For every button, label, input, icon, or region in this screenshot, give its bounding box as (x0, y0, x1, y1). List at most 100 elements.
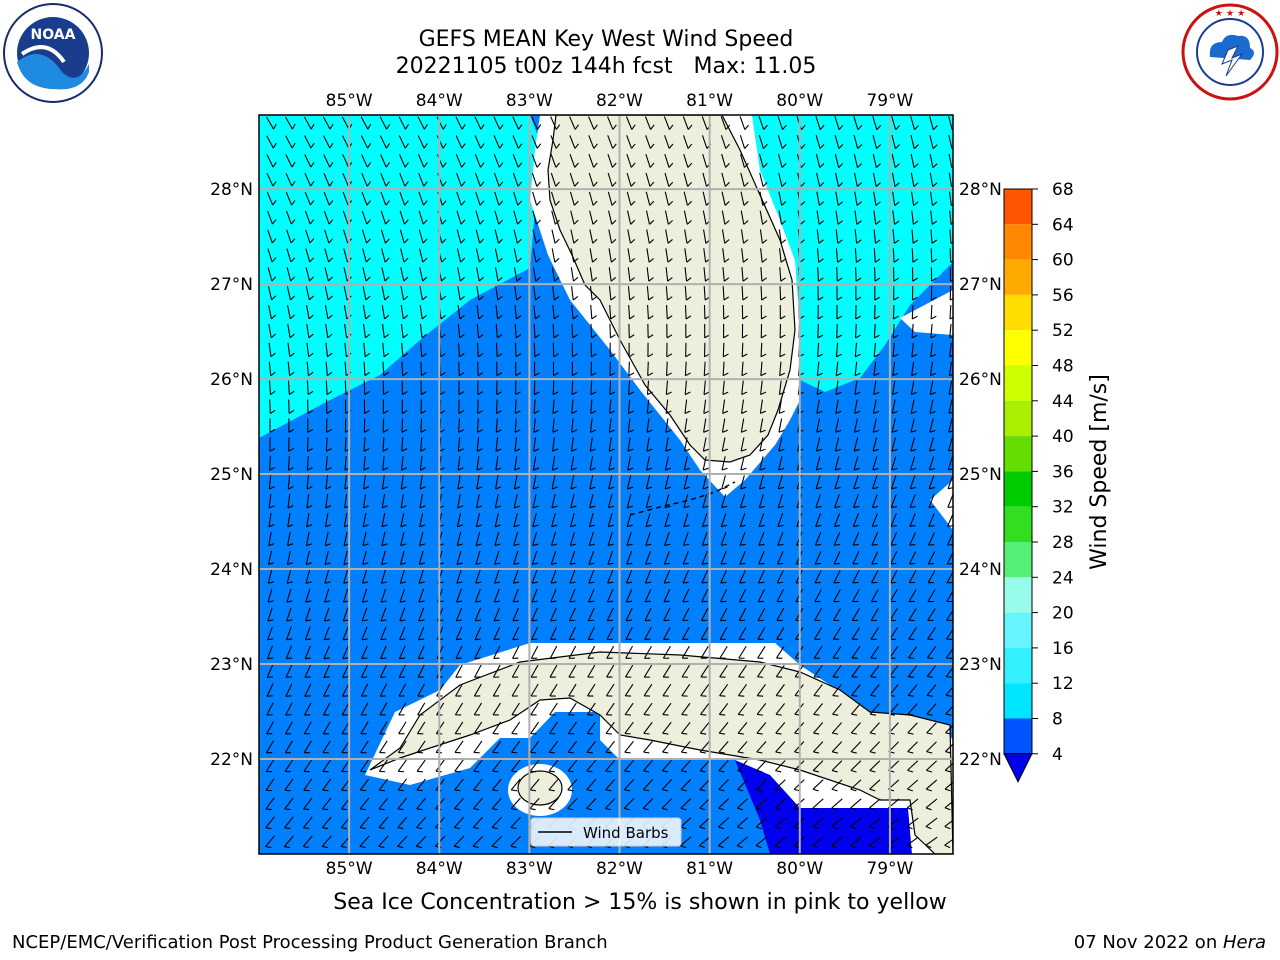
wind-barb (415, 835, 427, 849)
wind-barb (285, 683, 293, 697)
wind-barb (510, 778, 521, 792)
wind-barb (303, 778, 313, 792)
wind-barb (850, 741, 862, 754)
wind-barb (682, 532, 690, 546)
wind-barb (626, 550, 633, 565)
wind-barb (378, 759, 388, 773)
wind-barb (831, 741, 843, 754)
wind-barb (324, 248, 334, 263)
wind-barb (362, 531, 369, 547)
wind-barb (379, 135, 391, 149)
wind-barb (399, 210, 409, 225)
colorbar-tick: 36 (1052, 462, 1074, 482)
wind-barb (284, 721, 293, 735)
wind-barb (739, 570, 746, 584)
wind-barb (549, 702, 558, 716)
wind-barb (382, 437, 389, 452)
wind-barb (607, 172, 617, 187)
wind-barb (512, 588, 519, 603)
wind-barb (454, 721, 464, 735)
wind-barb (720, 513, 728, 528)
wind-barb (382, 399, 389, 414)
wind-barb (949, 210, 953, 225)
wind-barb (645, 191, 655, 206)
wind-barb (400, 248, 409, 263)
wind-barb (930, 286, 937, 301)
wind-barb (664, 153, 674, 168)
wind-barb (737, 760, 748, 773)
wind-barb (510, 797, 521, 811)
wind-barb (549, 626, 558, 641)
wind-barb (608, 210, 617, 225)
wind-barb (873, 191, 881, 206)
wind-barb (589, 475, 596, 490)
wind-barb (642, 759, 654, 773)
wind-barb (815, 437, 823, 452)
wind-barb (551, 210, 560, 225)
wind-barb (928, 532, 935, 546)
lat-tick-left: 23°N (210, 655, 253, 675)
wind-barb (420, 380, 427, 396)
wind-barb (608, 286, 616, 301)
colorbar-tick: 64 (1052, 215, 1074, 235)
wind-barb (627, 248, 636, 263)
wind-barb (382, 361, 389, 377)
wind-barb (475, 248, 485, 263)
wind-barb (571, 361, 578, 377)
wind-barb (474, 135, 485, 149)
wind-barb (854, 191, 862, 206)
wind-barb (323, 135, 334, 149)
wind-barb (567, 740, 578, 754)
wind-barb (341, 683, 350, 697)
wind-barb (267, 550, 275, 566)
lat-tick-left: 26°N (210, 370, 253, 390)
wind-barb (380, 210, 390, 225)
wind-barb (362, 569, 369, 584)
wind-barb (926, 741, 937, 754)
wind-barb (492, 759, 502, 773)
wind-barb (666, 342, 673, 358)
wind-barb (267, 626, 274, 641)
wind-barb (625, 116, 636, 130)
map-caption: Sea Ice Concentration > 15% is shown in … (333, 890, 947, 915)
wind-barb (532, 512, 539, 528)
wind-barb (360, 683, 369, 697)
wind-barb (813, 627, 823, 640)
wind-barb (834, 437, 842, 452)
wind-barb (418, 550, 426, 565)
wind-barb (646, 286, 654, 301)
wind-barb (513, 512, 520, 528)
wind-barb (552, 418, 559, 433)
wind-barb (284, 797, 294, 811)
wind-barb (645, 550, 652, 565)
wind-barb (608, 456, 615, 471)
wind-barb (360, 135, 372, 149)
wind-barb (381, 248, 390, 263)
wind-barb (907, 665, 918, 678)
wind-barb (381, 550, 388, 565)
wind-barb (418, 588, 425, 603)
wind-barb (472, 797, 483, 811)
wind-barb (664, 210, 673, 225)
colorbar-segment (1004, 647, 1032, 684)
wind-barb (910, 399, 917, 414)
wind-barb (326, 399, 333, 414)
wind-barb (642, 778, 654, 792)
wind-barb (381, 305, 390, 320)
wind-barb (359, 816, 370, 830)
wind-barb (532, 248, 541, 263)
wind-barb (908, 570, 917, 584)
wind-barb (873, 210, 881, 225)
wind-barb (453, 835, 465, 849)
wind-barb (911, 191, 919, 206)
wind-barb (816, 418, 823, 433)
wind-barb (873, 323, 880, 339)
wind-barb (740, 418, 747, 433)
wind-barb (589, 210, 598, 225)
wind-barb (625, 645, 634, 659)
wind-barb (944, 798, 953, 811)
wind-barb (701, 588, 709, 603)
wind-barb (850, 703, 861, 716)
wind-barb (283, 835, 294, 849)
wind-barb (567, 778, 578, 792)
